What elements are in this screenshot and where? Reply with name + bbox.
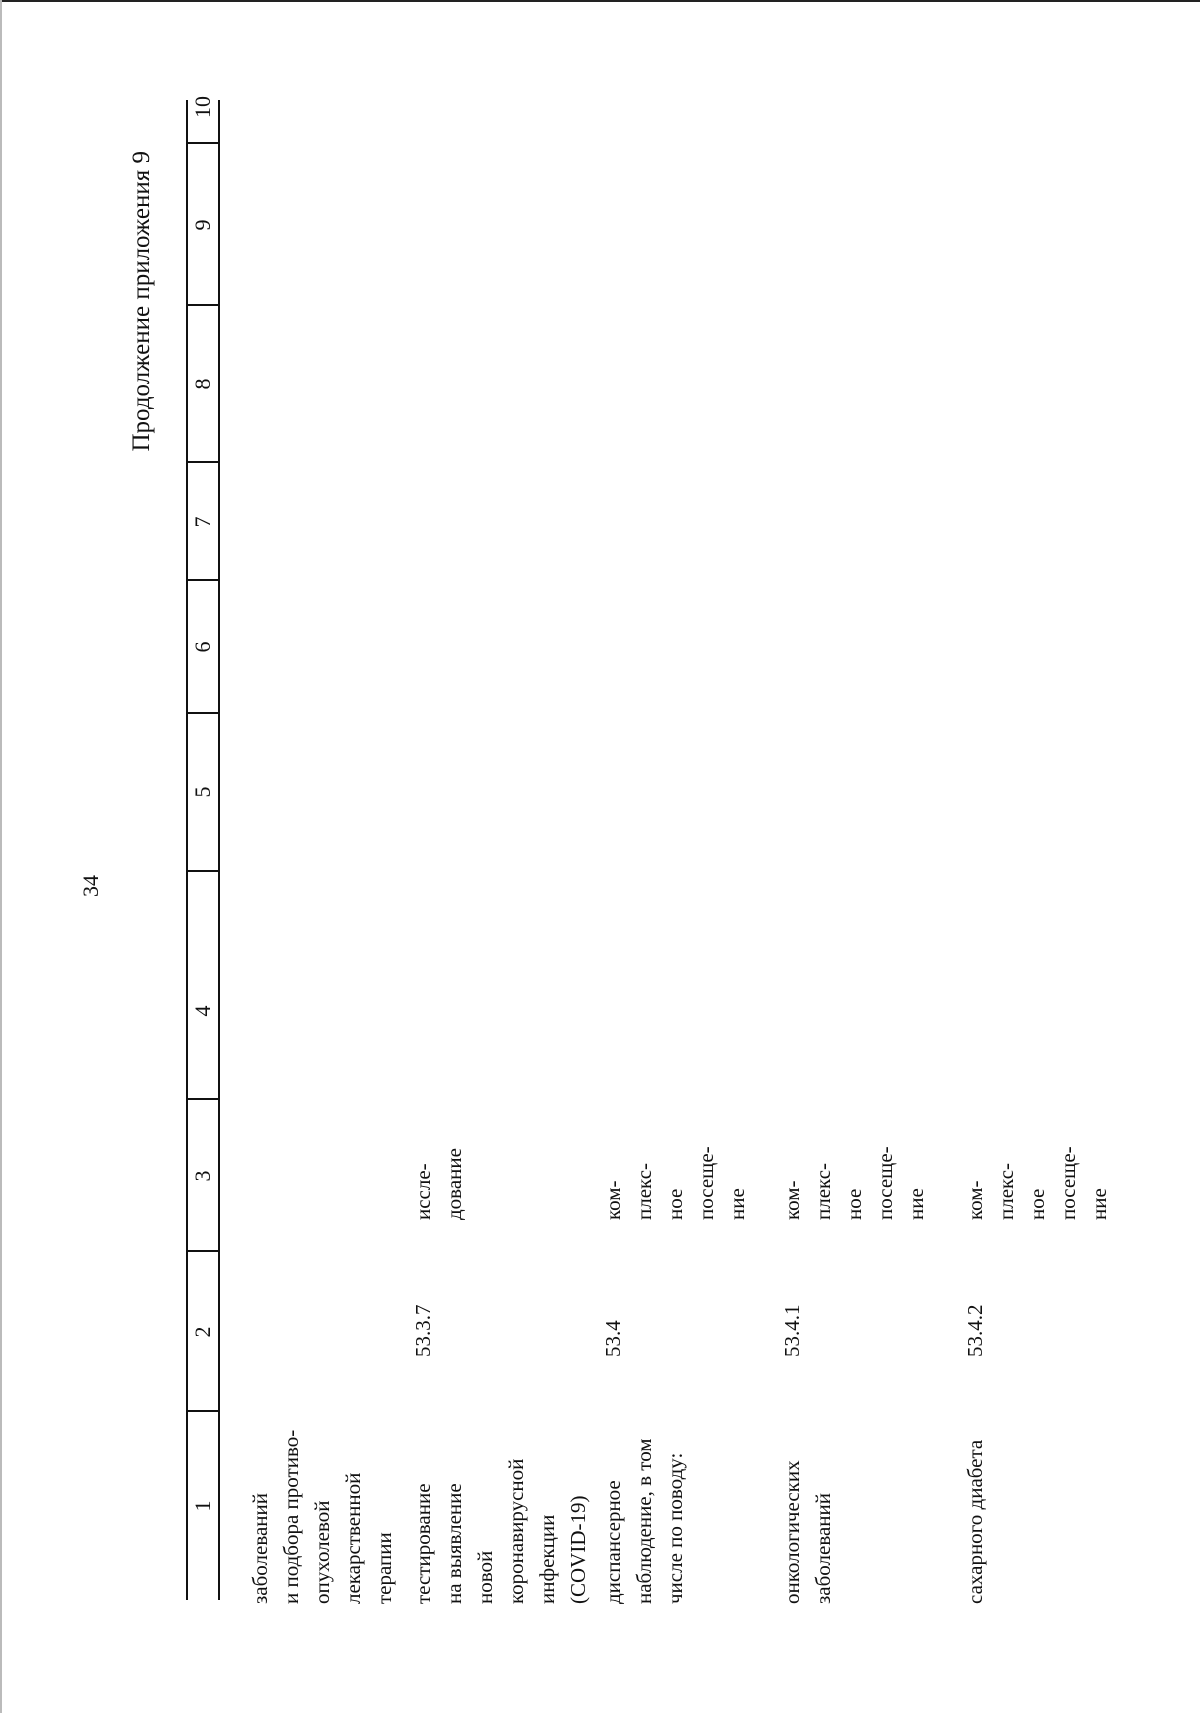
- column-separator: [186, 712, 218, 714]
- row-code: 53.3.7: [411, 1304, 435, 1358]
- column-separator: [186, 461, 218, 463]
- row-name: заболеваний и подбора противо- опухолево…: [248, 1429, 396, 1604]
- row-name: сахарного диабета: [963, 1439, 987, 1604]
- column-number-10: 10: [190, 96, 215, 118]
- row-code: 53.4.1: [780, 1304, 804, 1358]
- column-separator: [186, 870, 218, 872]
- table-top-border: [186, 100, 188, 1600]
- column-number-8: 8: [190, 378, 215, 390]
- table-header-bottom-border: [218, 100, 220, 1600]
- column-number-4: 4: [190, 1005, 215, 1017]
- scan-edge-top: [0, 0, 1200, 2]
- row-name: диспансерное наблюдение, в том числе по …: [601, 1438, 687, 1604]
- column-number-7: 7: [190, 516, 215, 528]
- row-name: тестирование на выявление новой коронави…: [411, 1458, 590, 1604]
- column-separator: [186, 1098, 218, 1100]
- column-separator: [186, 579, 218, 581]
- column-separator: [186, 1410, 218, 1412]
- row-unit: ком- плекс- ное посеще- ние: [780, 1146, 928, 1220]
- scan-edge-left: [0, 0, 2, 1713]
- page-number: 34: [78, 875, 103, 897]
- column-number-5: 5: [190, 786, 215, 798]
- row-code: 53.4: [601, 1320, 625, 1357]
- row-unit: иссле- дование: [411, 1148, 466, 1220]
- row-name: онкологических заболеваний: [780, 1460, 835, 1604]
- row-unit: ком- плекс- ное посеще- ние: [963, 1146, 1111, 1220]
- continuation-title: Продолжение приложения 9: [128, 151, 155, 452]
- column-separator: [186, 304, 218, 306]
- column-number-6: 6: [190, 641, 215, 653]
- column-number-2: 2: [190, 1326, 215, 1338]
- column-number-3: 3: [190, 1170, 215, 1182]
- column-separator: [186, 142, 218, 144]
- row-code: 53.4.2: [963, 1304, 987, 1358]
- column-number-1: 1: [190, 1500, 215, 1512]
- column-number-9: 9: [190, 219, 215, 231]
- row-unit: ком- плекс- ное посеще- ние: [601, 1146, 749, 1220]
- column-separator: [186, 1250, 218, 1252]
